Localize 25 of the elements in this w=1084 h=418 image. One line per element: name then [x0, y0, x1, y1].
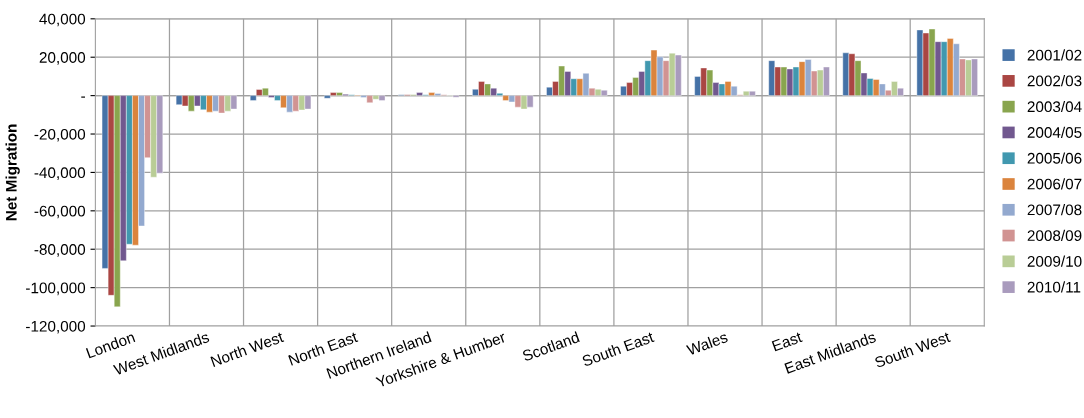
y-tick-label: -80,000	[34, 244, 86, 257]
legend-label: 2004/05	[1027, 126, 1082, 138]
x-tick-label: North West	[210, 330, 285, 368]
y-tick-label: -40,000	[34, 167, 86, 180]
y-tick-label: -20,000	[34, 128, 86, 142]
y-tick-label: -120,000	[26, 320, 86, 334]
legend-label: 2010/11	[1027, 281, 1081, 293]
legend-label: 2005/06	[1027, 152, 1082, 164]
y-tick-label: -100,000	[26, 282, 86, 296]
y-tick-label: 40,000	[39, 13, 86, 27]
bar	[916, 29, 924, 96]
y-tick-label: -60,000	[34, 205, 86, 219]
y-axis-title: Net Migration	[5, 124, 20, 221]
y-tick-label: -	[81, 96, 85, 98]
x-tick-label: South East	[581, 330, 655, 367]
legend-label: 2006/07	[1027, 178, 1082, 190]
legend-label: 2007/08	[1027, 204, 1082, 216]
y-tick-label: 20,000	[39, 52, 86, 65]
legend-label: 2001/02	[1027, 49, 1082, 61]
x-tick-label: East	[771, 331, 803, 352]
x-tick-label: Wales	[685, 331, 729, 356]
legend-label: 2003/04	[1027, 100, 1082, 113]
legend-label: 2008/09	[1027, 229, 1082, 242]
legend-label: 2009/10	[1027, 255, 1082, 267]
legend-label: 2002/03	[1027, 75, 1082, 87]
